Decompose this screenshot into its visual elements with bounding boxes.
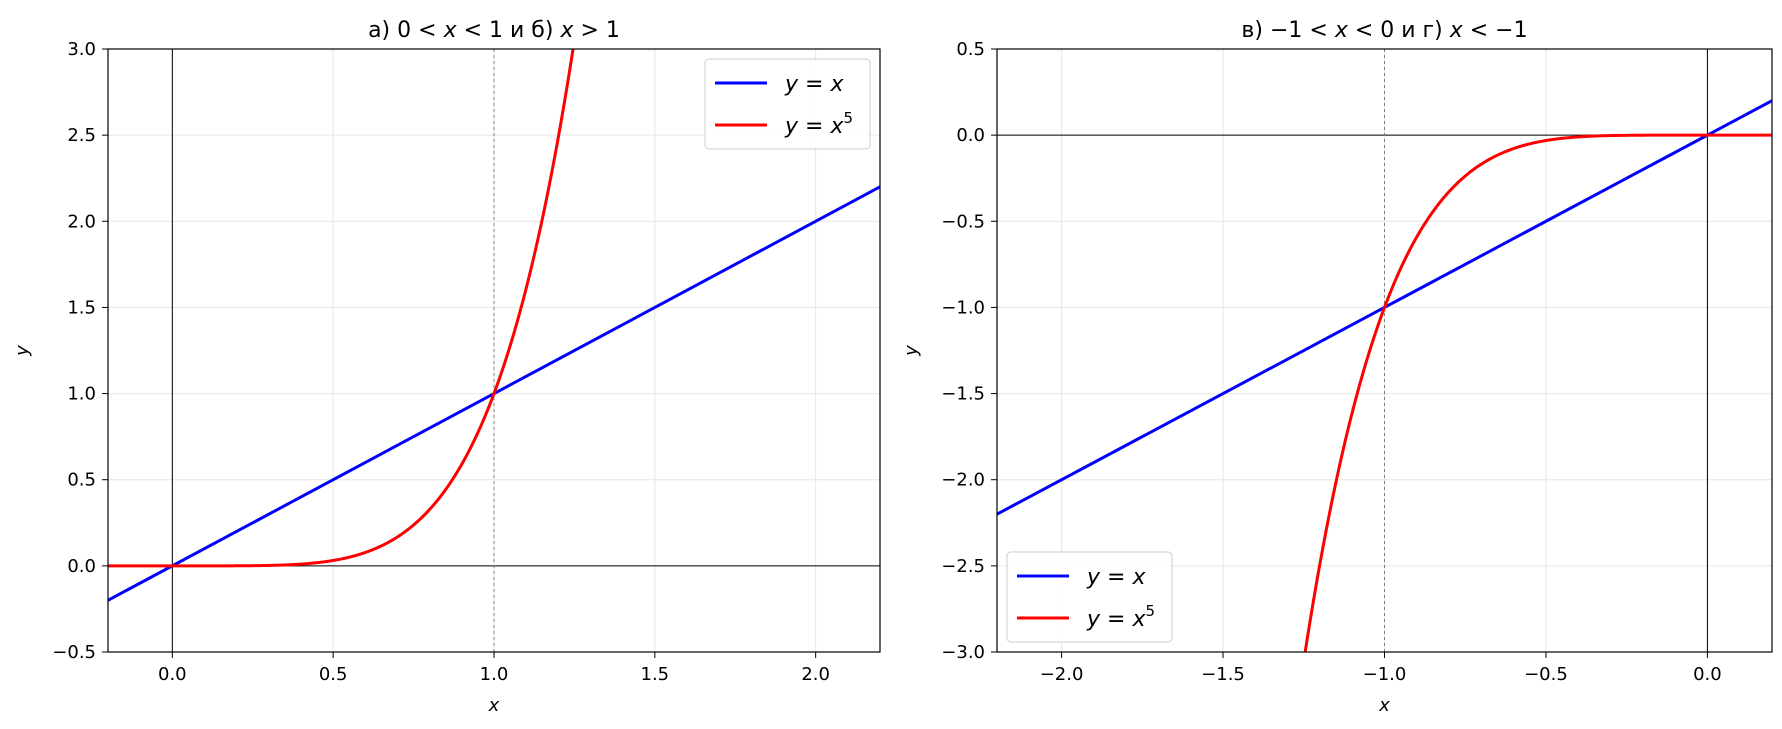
legend-label-exponent: 5 bbox=[1145, 602, 1155, 620]
legend-label-main: y = x bbox=[784, 72, 844, 97]
y-tick-label: −0.5 bbox=[941, 211, 985, 232]
panel-title-part: x bbox=[1334, 18, 1349, 43]
y-tick-label: −1.5 bbox=[941, 384, 985, 405]
y-tick-label: 0.0 bbox=[956, 125, 985, 146]
x-tick-label: 0.0 bbox=[158, 664, 187, 685]
x-axis-title: x bbox=[488, 695, 500, 716]
panel-title-part: x bbox=[559, 18, 574, 43]
y-axis-title: y bbox=[901, 345, 922, 357]
panel-title-part: < 1 и б) bbox=[457, 18, 561, 43]
series-group bbox=[997, 99, 1772, 652]
y-axis-title: y bbox=[12, 345, 33, 357]
panel-2: −2.0 −1.5 −1.0 −0.5 0.0 −3.0 −2.5 −2.0 −1.5 −1.0 −… bbox=[901, 18, 1773, 716]
y-tick-label: 1.0 bbox=[67, 384, 96, 405]
panel-title-part: < 0 и г) bbox=[1348, 18, 1450, 43]
y-tick-label: −0.5 bbox=[52, 642, 96, 663]
x-tick-label: 1.0 bbox=[480, 664, 509, 685]
x-tick-label: 0.5 bbox=[319, 664, 348, 685]
legend: y = xy = x5 bbox=[1006, 551, 1173, 643]
x-tick-label: −1.5 bbox=[1201, 664, 1245, 685]
series-line-y-equals-x5 bbox=[108, 49, 575, 568]
panel-title-part: < −1 bbox=[1463, 18, 1528, 43]
y-tick-label: −2.0 bbox=[941, 470, 985, 491]
y-tick-label: −2.5 bbox=[941, 556, 985, 577]
y-tick-label: 3.0 bbox=[67, 39, 96, 60]
x-tick-label: 1.5 bbox=[641, 664, 670, 685]
legend-label: y = x5 bbox=[1086, 602, 1155, 632]
x-tick-label: 2.0 bbox=[801, 664, 830, 685]
legend-label-exponent: 5 bbox=[843, 109, 853, 127]
panel-title-part: x bbox=[443, 18, 458, 43]
panel-title-part: в) −1 < bbox=[1241, 18, 1334, 43]
legend: y = xy = x5 bbox=[704, 58, 871, 150]
panel-1: 0.0 0.5 1.0 1.5 2.0 −0.5 0.0 0.5 1.0 1.5 2.0 2.5 3.0… bbox=[12, 18, 881, 716]
legend-label-main: y = x bbox=[784, 114, 844, 139]
panel-title: а) 0 < x < 1 и б) x > 1 bbox=[368, 18, 620, 43]
x-tick-label: −0.5 bbox=[1524, 664, 1568, 685]
y-tick-label: −3.0 bbox=[941, 642, 985, 663]
panel-title-part: x bbox=[1449, 18, 1464, 43]
y-tick-label: −1.0 bbox=[941, 297, 985, 318]
series-line-y-equals-x5 bbox=[1303, 133, 1772, 652]
legend-label: y = x bbox=[1086, 565, 1146, 590]
y-tick-label: 2.5 bbox=[67, 125, 96, 146]
y-tick-label: 0.0 bbox=[67, 556, 96, 577]
panel-title: в) −1 < x < 0 и г) x < −1 bbox=[1241, 18, 1527, 43]
x-tick-label: −2.0 bbox=[1040, 664, 1084, 685]
x-tick-label: 0.0 bbox=[1693, 664, 1722, 685]
legend-label-main: y = x bbox=[1086, 565, 1146, 590]
y-tick-label: 0.5 bbox=[67, 470, 96, 491]
y-tick-label: 0.5 bbox=[956, 39, 985, 60]
legend-label-main: y = x bbox=[1086, 607, 1146, 632]
y-tick-label: 1.5 bbox=[67, 297, 96, 318]
legend-label: y = x bbox=[784, 72, 844, 97]
panel-title-part: а) 0 < bbox=[368, 18, 443, 43]
series-group bbox=[108, 49, 880, 602]
y-tick-label: 2.0 bbox=[67, 211, 96, 232]
x-tick-label: −1.0 bbox=[1363, 664, 1407, 685]
panel-title-part: > 1 bbox=[573, 18, 619, 43]
x-axis-title: x bbox=[1378, 695, 1390, 716]
legend-label: y = x5 bbox=[784, 109, 853, 139]
